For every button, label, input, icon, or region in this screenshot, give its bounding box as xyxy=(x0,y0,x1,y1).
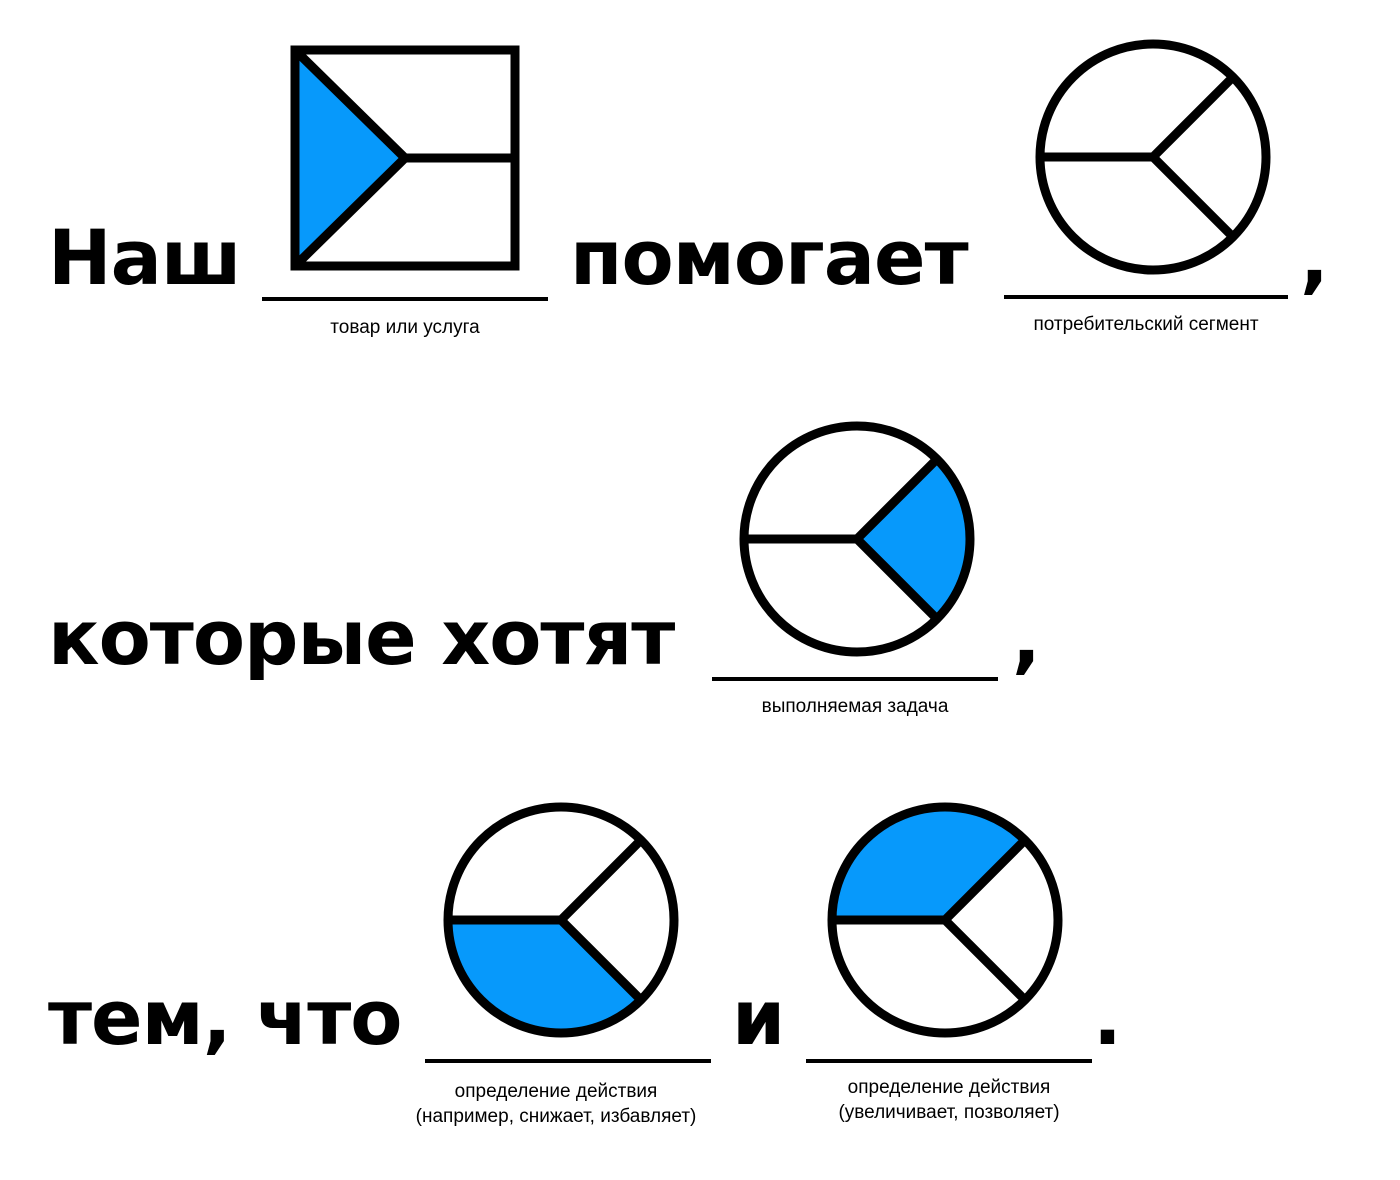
comma-line2: , xyxy=(1012,593,1041,682)
diagonal-top xyxy=(291,46,409,162)
spoke-up-right xyxy=(557,836,645,924)
word-tem-chto: тем, что xyxy=(48,973,402,1062)
blank-gains xyxy=(806,1059,1092,1063)
blank-segment xyxy=(1004,295,1288,299)
spoke-up-right xyxy=(941,836,1029,924)
period-line3: . xyxy=(1093,973,1122,1062)
customer-gains-circle-icon xyxy=(827,802,1063,1038)
word-nash: Наш xyxy=(48,213,242,302)
spoke-down-right xyxy=(557,916,645,1004)
word-i: и xyxy=(732,973,785,1062)
gains-segment-fill xyxy=(831,806,1025,920)
word-kotorye-hotyat: которые хотят xyxy=(48,593,675,682)
value-proposition-square-icon xyxy=(290,45,520,271)
customer-profile-circle-icon xyxy=(1035,39,1271,275)
caption-gains-line2: (увеличивает, позволяет) xyxy=(838,1102,1060,1123)
word-pomogaet: помогает xyxy=(570,213,969,302)
comma-line1: , xyxy=(1300,213,1329,302)
blank-pains xyxy=(425,1059,711,1063)
jobs-segment-fill xyxy=(857,459,971,619)
blank-product xyxy=(262,297,548,301)
caption-task: выполняемая задача xyxy=(761,696,949,717)
spoke-down-right xyxy=(853,535,941,623)
spoke-up-right xyxy=(853,455,941,543)
caption-pains-line2: (например, снижает, избавляет) xyxy=(415,1106,697,1127)
spoke-up-right xyxy=(1149,73,1237,161)
spoke-down-right xyxy=(941,916,1029,1004)
caption-segment: потребительский сегмент xyxy=(1033,314,1259,335)
customer-pains-circle-icon xyxy=(443,802,679,1038)
caption-gains-line1: определение действия xyxy=(847,1077,1051,1098)
customer-jobs-circle-icon xyxy=(739,421,975,657)
products-services-fill xyxy=(295,50,405,266)
pains-segment-fill xyxy=(447,920,641,1034)
caption-pains-line1: определение действия xyxy=(454,1081,658,1102)
spoke-down-right xyxy=(1149,153,1237,241)
diagonal-bottom xyxy=(291,154,409,270)
blank-task xyxy=(712,677,998,681)
caption-product: товар или услуга xyxy=(330,317,480,338)
